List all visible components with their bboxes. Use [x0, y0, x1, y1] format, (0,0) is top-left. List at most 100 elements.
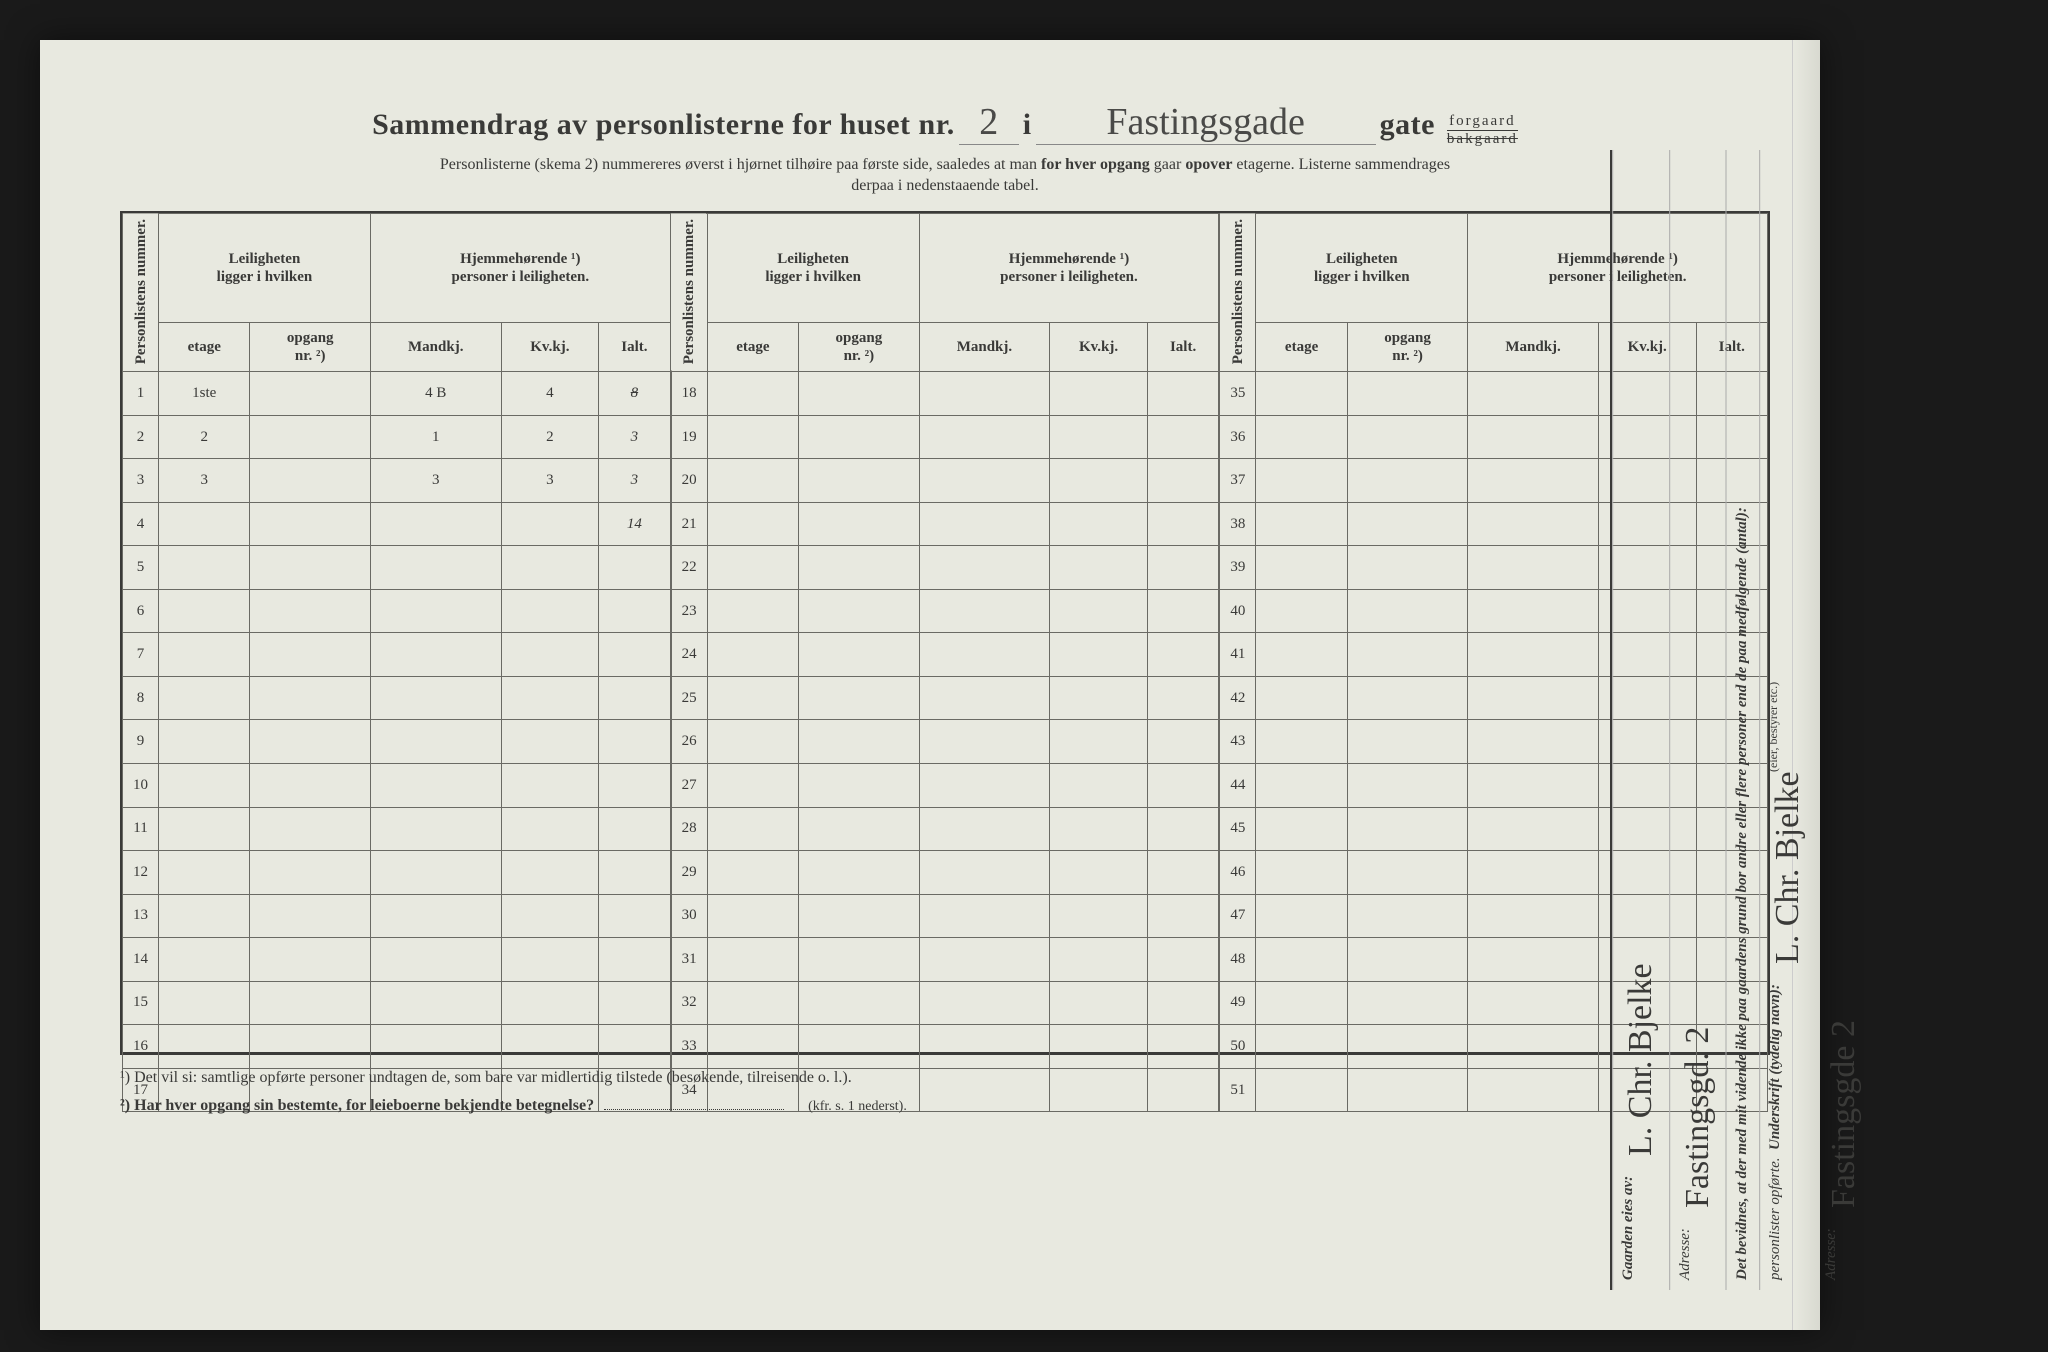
underskrift-label: Underskrift (tydelig navn): [1766, 984, 1786, 1150]
row-number: 24 [671, 633, 707, 677]
cell-k: 4 [501, 372, 599, 416]
cell-etage [1256, 851, 1347, 895]
col-mandkj: Mandkj. [1468, 323, 1599, 372]
cell-etage [159, 676, 250, 720]
cell-etage [1256, 763, 1347, 807]
cell-ialt: 14 [599, 502, 670, 546]
row-number: 35 [1220, 372, 1256, 416]
cell-opgang [250, 546, 370, 590]
cell-ialt [599, 720, 670, 764]
cell-ialt [1147, 633, 1218, 677]
row-number: 27 [671, 763, 707, 807]
cell-m [919, 633, 1050, 677]
cell-m [370, 589, 501, 633]
cell-m [919, 851, 1050, 895]
cell-m [370, 807, 501, 851]
table-row: 15 [123, 981, 671, 1025]
cell-etage [159, 1025, 250, 1069]
row-number: 18 [671, 372, 707, 416]
cell-k [1050, 372, 1148, 416]
cell-opgang [1347, 720, 1467, 764]
cell-k [1050, 938, 1148, 982]
cell-m [919, 763, 1050, 807]
col-personlistens: Personlistens nummer. [1220, 213, 1256, 371]
cell-opgang [250, 807, 370, 851]
table-row: 33 [671, 1025, 1219, 1069]
row-number: 31 [671, 938, 707, 982]
cell-m [1468, 1068, 1599, 1112]
cell-m [370, 633, 501, 677]
document-page: Sammendrag av personlisterne for huset n… [40, 40, 1820, 1330]
cell-etage [707, 589, 798, 633]
row-number: 32 [671, 981, 707, 1025]
cell-ialt [599, 851, 670, 895]
cell-opgang [1347, 763, 1467, 807]
cell-m [370, 894, 501, 938]
footnote-blank [604, 1109, 784, 1110]
cell-k [1050, 589, 1148, 633]
cell-etage [159, 938, 250, 982]
cell-opgang [799, 502, 919, 546]
table-row: 22 [671, 546, 1219, 590]
row-number: 4 [123, 502, 159, 546]
col-ialt: Ialt. [599, 323, 670, 372]
cell-m [1468, 633, 1599, 677]
row-number: 51 [1220, 1068, 1256, 1112]
cell-opgang [1347, 894, 1467, 938]
row-number: 22 [671, 546, 707, 590]
cell-m [1468, 676, 1599, 720]
side-col-owner: Gaarden eies av: L. Chr. Bjelke [1612, 150, 1669, 1290]
cell-ialt [599, 676, 670, 720]
cell-opgang [250, 502, 370, 546]
cell-k [501, 981, 599, 1025]
cell-ialt [1147, 415, 1218, 459]
cell-k [1050, 1068, 1148, 1112]
side-col-sign-addr: Adresse: Fastingsgde 2 [1816, 150, 1872, 1290]
row-number: 36 [1220, 415, 1256, 459]
cell-etage [159, 546, 250, 590]
cell-ialt [599, 763, 670, 807]
subheader: Personlisterne (skema 2) nummereres øver… [120, 155, 1770, 197]
cell-ialt [1147, 807, 1218, 851]
cell-etage [1256, 589, 1347, 633]
sub1e: etagerne. Listerne sammendrages [1236, 156, 1450, 173]
cell-k [501, 633, 599, 677]
row-number: 25 [671, 676, 707, 720]
cell-opgang [1347, 851, 1467, 895]
sign-name: L. Chr. Bjelke [1766, 772, 1810, 965]
cell-k [501, 851, 599, 895]
table-row: 16 [123, 1025, 671, 1069]
cell-k [501, 894, 599, 938]
title-prefix: Sammendrag av personlisterne for huset n… [372, 108, 955, 142]
cell-etage [159, 981, 250, 1025]
table-row: 14 [123, 938, 671, 982]
cell-opgang [799, 763, 919, 807]
cell-ialt: 8 [599, 372, 670, 416]
row-number: 40 [1220, 589, 1256, 633]
table-row: 28 [671, 807, 1219, 851]
cell-etage [1256, 415, 1347, 459]
cell-opgang [250, 676, 370, 720]
table-row: 6 [123, 589, 671, 633]
cell-etage: 2 [159, 415, 250, 459]
cell-etage [707, 763, 798, 807]
cell-m [370, 938, 501, 982]
cell-m: 1 [370, 415, 501, 459]
table-row: 21 [671, 502, 1219, 546]
table-row: 30 [671, 894, 1219, 938]
title-i: i [1023, 108, 1032, 142]
cell-m [1468, 502, 1599, 546]
cell-opgang [1347, 459, 1467, 503]
house-number-fill: 2 [959, 100, 1019, 145]
cell-ialt [599, 1025, 670, 1069]
row-number: 8 [123, 676, 159, 720]
table-row: 13 [123, 894, 671, 938]
row-number: 14 [123, 938, 159, 982]
row-number: 6 [123, 589, 159, 633]
cell-m [1468, 851, 1599, 895]
table-row: 33333 [123, 459, 671, 503]
row-number: 42 [1220, 676, 1256, 720]
col-hjemme: Hjemmehørende ¹)personer i leiligheten. [370, 213, 670, 322]
table-row: 22123 [123, 415, 671, 459]
cell-ialt [599, 807, 670, 851]
